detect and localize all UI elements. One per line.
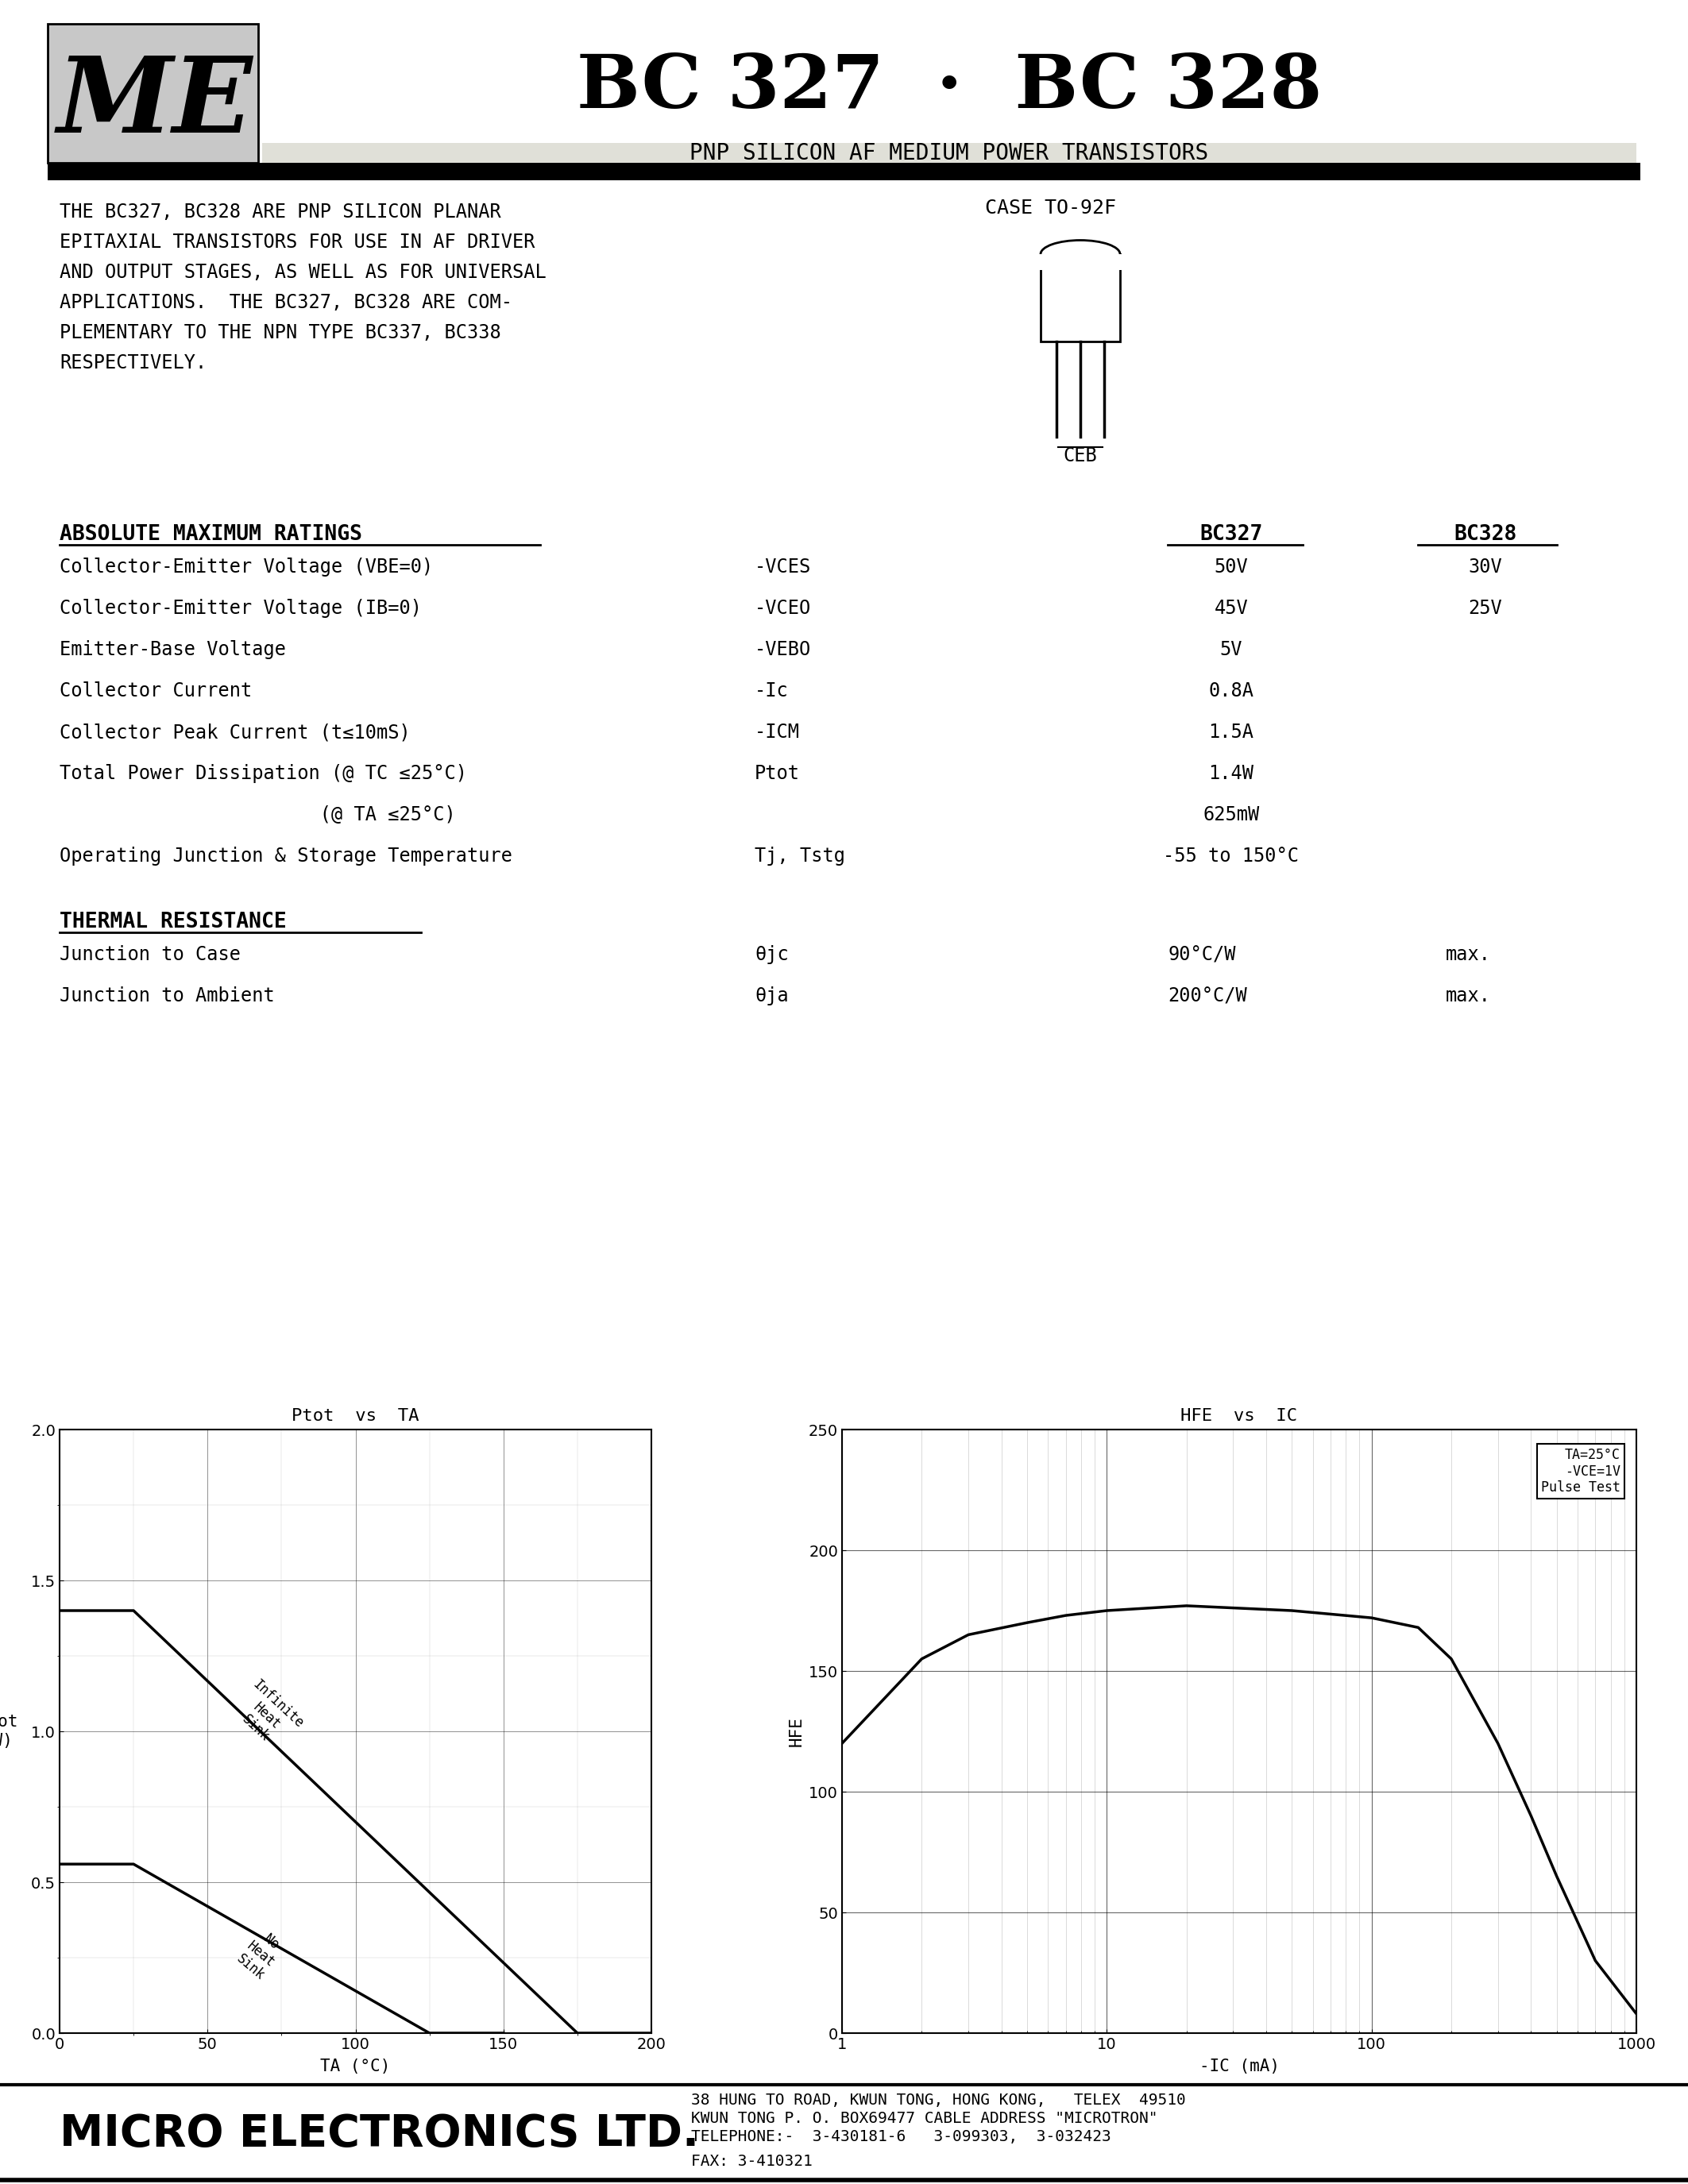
Text: Collector-Emitter Voltage (VBE=0): Collector-Emitter Voltage (VBE=0) — [59, 557, 434, 577]
Text: 200°C/W: 200°C/W — [1168, 987, 1247, 1005]
Text: CASE TO-92F: CASE TO-92F — [986, 199, 1116, 218]
Text: Junction to Case: Junction to Case — [59, 946, 241, 963]
Text: FAX: 3-410321: FAX: 3-410321 — [690, 2153, 812, 2169]
Text: APPLICATIONS.  THE BC327, BC328 ARE COM-: APPLICATIONS. THE BC327, BC328 ARE COM- — [59, 293, 513, 312]
Text: 45V: 45V — [1214, 598, 1247, 618]
Bar — [1040, 253, 1121, 271]
Text: AND OUTPUT STAGES, AS WELL AS FOR UNIVERSAL: AND OUTPUT STAGES, AS WELL AS FOR UNIVER… — [59, 262, 547, 282]
Text: Infinite
Heat
Sink: Infinite Heat Sink — [228, 1677, 306, 1756]
Text: TA=25°C
-VCE=1V
Pulse Test: TA=25°C -VCE=1V Pulse Test — [1541, 1448, 1620, 1496]
Text: ABSOLUTE MAXIMUM RATINGS: ABSOLUTE MAXIMUM RATINGS — [59, 524, 363, 544]
Text: THE BC327, BC328 ARE PNP SILICON PLANAR: THE BC327, BC328 ARE PNP SILICON PLANAR — [59, 203, 501, 221]
Text: max.: max. — [1445, 987, 1491, 1005]
Text: Total Power Dissipation (@ TC ≤25°C): Total Power Dissipation (@ TC ≤25°C) — [59, 764, 468, 784]
Text: RESPECTIVELY.: RESPECTIVELY. — [59, 354, 206, 373]
Text: -VCEO: -VCEO — [755, 598, 812, 618]
Text: 25V: 25V — [1469, 598, 1502, 618]
Text: KWUN TONG P. O. BOX69477 CABLE ADDRESS "MICROTRON": KWUN TONG P. O. BOX69477 CABLE ADDRESS "… — [690, 2112, 1158, 2125]
Text: -VEBO: -VEBO — [755, 640, 812, 660]
Text: CEB: CEB — [1063, 446, 1097, 465]
Text: 1.5A: 1.5A — [1209, 723, 1254, 743]
Text: -Ic: -Ic — [755, 681, 788, 701]
Text: MICRO ELECTRONICS LTD.: MICRO ELECTRONICS LTD. — [59, 2112, 699, 2156]
Text: θjc: θjc — [755, 946, 788, 963]
Bar — [0, 2086, 1688, 2184]
Text: 625mW: 625mW — [1204, 806, 1259, 823]
Text: Emitter-Base Voltage: Emitter-Base Voltage — [59, 640, 285, 660]
Text: 50V: 50V — [1214, 557, 1247, 577]
Text: 0.8A: 0.8A — [1209, 681, 1254, 701]
Text: BC327: BC327 — [1200, 524, 1263, 544]
Text: -55 to 150°C: -55 to 150°C — [1163, 847, 1300, 865]
Bar — [262, 142, 1636, 164]
Text: Collector Current: Collector Current — [59, 681, 252, 701]
Text: Junction to Ambient: Junction to Ambient — [59, 987, 275, 1005]
Text: 5V: 5V — [1220, 640, 1242, 660]
FancyBboxPatch shape — [47, 24, 258, 164]
Text: No
Heat
Sink: No Heat Sink — [233, 1926, 289, 1983]
Text: 38 HUNG TO ROAD, KWUN TONG, HONG KONG,   TELEX  49510: 38 HUNG TO ROAD, KWUN TONG, HONG KONG, T… — [690, 2092, 1185, 2108]
Title: Ptot  vs  TA: Ptot vs TA — [292, 1409, 419, 1424]
Text: -ICM: -ICM — [755, 723, 800, 743]
Y-axis label: Ptot
(W): Ptot (W) — [0, 1714, 19, 1749]
Ellipse shape — [1040, 240, 1121, 269]
Text: Collector Peak Current (t≤10mS): Collector Peak Current (t≤10mS) — [59, 723, 410, 743]
Text: PLEMENTARY TO THE NPN TYPE BC337, BC338: PLEMENTARY TO THE NPN TYPE BC337, BC338 — [59, 323, 501, 343]
X-axis label: -IC (mA): -IC (mA) — [1198, 2060, 1280, 2075]
Text: Ptot: Ptot — [755, 764, 800, 784]
Bar — [1040, 253, 1121, 341]
Text: Tj, Tstg: Tj, Tstg — [755, 847, 846, 865]
Text: BC 327  ·  BC 328: BC 327 · BC 328 — [577, 52, 1322, 122]
Text: (@ TA ≤25°C): (@ TA ≤25°C) — [59, 806, 456, 823]
Text: max.: max. — [1445, 946, 1491, 963]
Text: EPITAXIAL TRANSISTORS FOR USE IN AF DRIVER: EPITAXIAL TRANSISTORS FOR USE IN AF DRIV… — [59, 234, 535, 251]
Text: θja: θja — [755, 987, 788, 1005]
Text: 1.4W: 1.4W — [1209, 764, 1254, 784]
Bar — [47, 164, 1641, 181]
X-axis label: TA (°C): TA (°C) — [321, 2060, 390, 2075]
Text: Collector-Emitter Voltage (IB=0): Collector-Emitter Voltage (IB=0) — [59, 598, 422, 618]
Text: Operating Junction & Storage Temperature: Operating Junction & Storage Temperature — [59, 847, 513, 865]
Text: BC328: BC328 — [1453, 524, 1518, 544]
Y-axis label: HFE: HFE — [788, 1717, 803, 1747]
Text: 90°C/W: 90°C/W — [1168, 946, 1236, 963]
Text: THERMAL RESISTANCE: THERMAL RESISTANCE — [59, 911, 287, 933]
Text: PNP SILICON AF MEDIUM POWER TRANSISTORS: PNP SILICON AF MEDIUM POWER TRANSISTORS — [690, 142, 1209, 164]
Text: TELEPHONE:-  3-430181-6   3-099303,  3-032423: TELEPHONE:- 3-430181-6 3-099303, 3-03242… — [690, 2129, 1111, 2145]
Title: HFE  vs  IC: HFE vs IC — [1182, 1409, 1298, 1424]
Text: ME: ME — [57, 52, 253, 155]
Text: 30V: 30V — [1469, 557, 1502, 577]
Text: -VCES: -VCES — [755, 557, 812, 577]
